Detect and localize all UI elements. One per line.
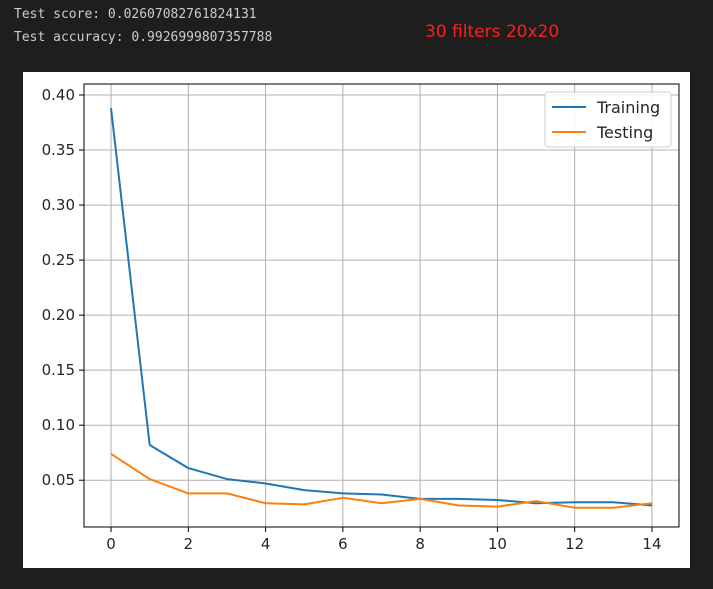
- x-tick-label: 0: [106, 535, 116, 553]
- x-tick-label: 10: [488, 535, 507, 553]
- plot-frame: [83, 83, 680, 528]
- y-tick-label: 0.25: [42, 251, 75, 269]
- legend: Training Testing: [544, 91, 672, 148]
- grid: [84, 84, 679, 527]
- y-tick-label: 0.40: [42, 86, 75, 104]
- x-tick-label: 6: [338, 535, 348, 553]
- test-score-text: Test score: 0.02607082761824131: [14, 7, 257, 22]
- test-accuracy-text: Test accuracy: 0.9926999807357788: [14, 30, 273, 45]
- x-tick-label: 8: [415, 535, 425, 553]
- y-tick-label: 0.05: [42, 471, 75, 489]
- line-chart: 0 2 4 6 8 10 12 14 0.05 0.10 0.15 0.20 0.25 0.30 0.35…: [42, 83, 680, 553]
- x-tick-label: 2: [184, 535, 194, 553]
- x-tick-label: 4: [261, 535, 271, 553]
- x-tick-label: 12: [565, 535, 584, 553]
- y-tick-label: 0.35: [42, 141, 75, 159]
- y-axis-ticks: 0.05 0.10 0.15 0.20 0.25 0.30 0.35 0.40: [42, 86, 84, 489]
- y-tick-label: 0.30: [42, 196, 75, 214]
- chart-figure: 0 2 4 6 8 10 12 14 0.05 0.10 0.15 0.20 0.25 0.30 0.35…: [23, 72, 690, 568]
- y-tick-label: 0.10: [42, 416, 75, 434]
- y-tick-label: 0.20: [42, 306, 75, 324]
- legend-label-testing: Testing: [596, 123, 653, 142]
- series-line-testing: [110, 452, 653, 509]
- series-line-training: [110, 108, 653, 507]
- y-tick-label: 0.15: [42, 361, 75, 379]
- legend-label-training: Training: [596, 98, 660, 117]
- annotation-text: 30 filters 20x20: [425, 22, 560, 42]
- series-lines: [110, 108, 653, 509]
- x-axis-ticks: 0 2 4 6 8 10 12 14: [106, 527, 662, 553]
- x-tick-label: 14: [642, 535, 661, 553]
- legend-box: [544, 91, 672, 148]
